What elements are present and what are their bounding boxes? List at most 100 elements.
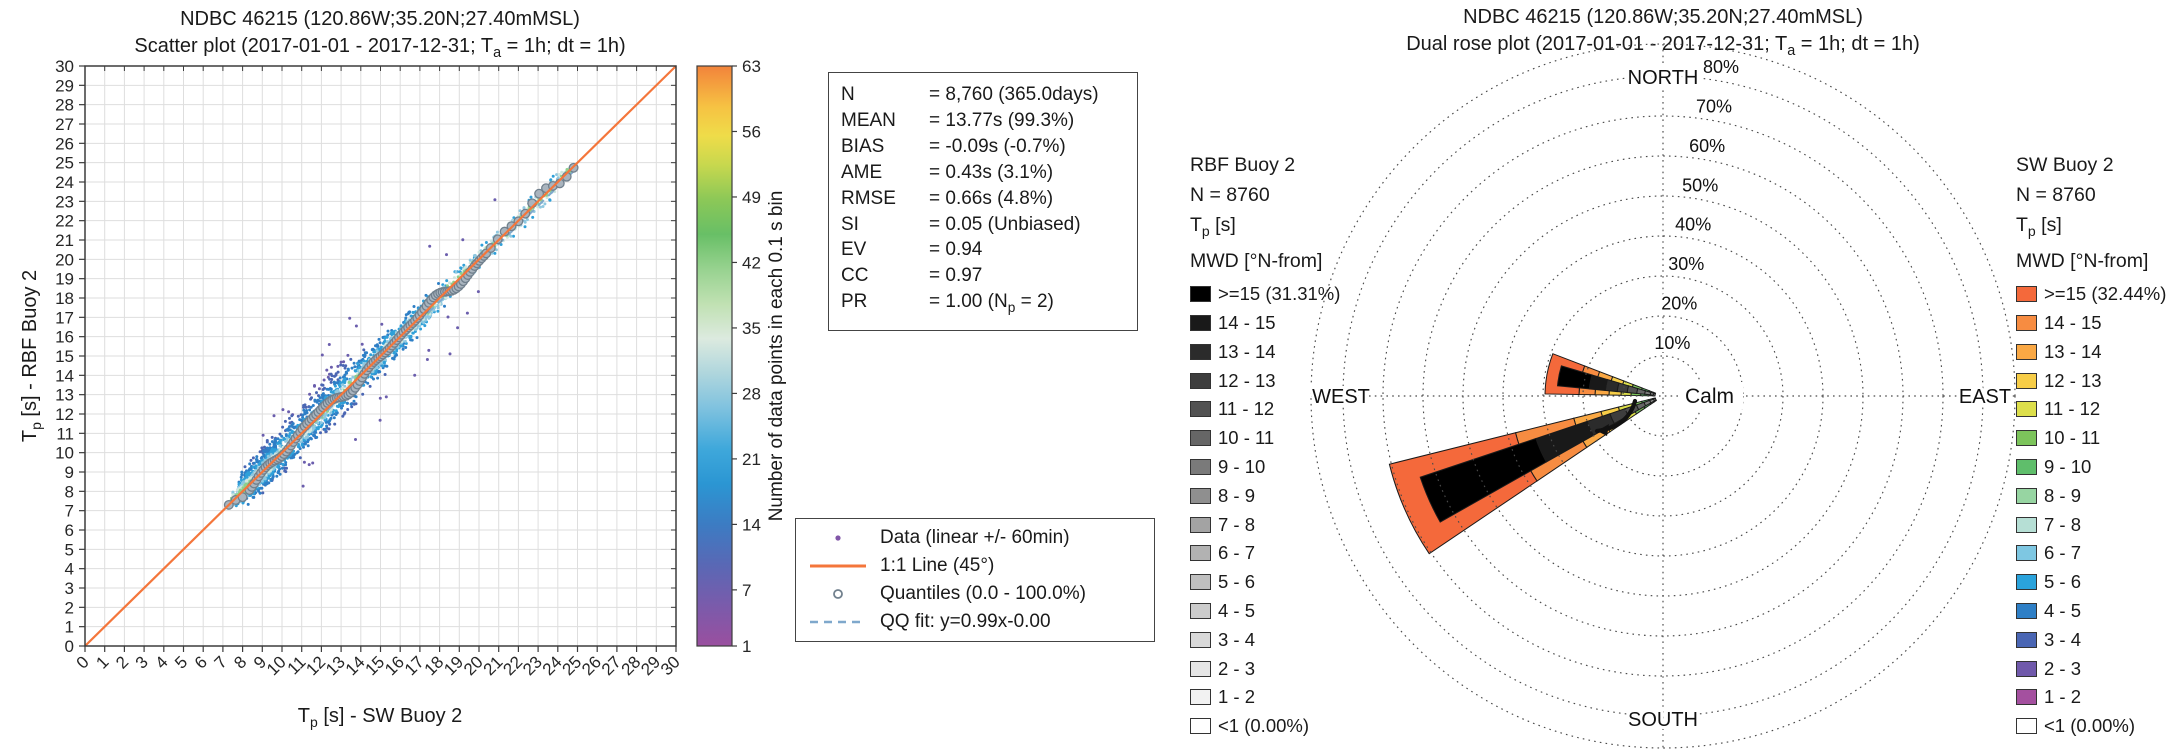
- scatter-title-line2: Scatter plot (2017-01-01 - 2017-12-31; T…: [134, 35, 626, 61]
- legend-swatch: [2016, 459, 2037, 476]
- svg-text:2: 2: [65, 598, 74, 617]
- open-circle-marker-icon: [796, 586, 880, 602]
- rbf-legend-title: RBF Buoy 2: [1190, 154, 1296, 176]
- legend-label: 14 - 15: [2044, 312, 2102, 334]
- rose-legend-row: 14 - 15: [1190, 309, 1385, 338]
- cardinal-label: SOUTH: [1628, 709, 1698, 731]
- stat-value: = 1.00 (Np = 2): [929, 291, 1054, 316]
- rose-legend-row: 8 - 9: [1190, 481, 1385, 510]
- rose-legend-row: 12 - 13: [1190, 366, 1385, 395]
- cardinal-label: WEST: [1312, 386, 1370, 408]
- stat-value: = 13.77s (99.3%): [929, 109, 1075, 131]
- svg-text:28: 28: [55, 96, 74, 115]
- legend-swatch: [2016, 430, 2037, 447]
- svg-text:1: 1: [92, 652, 112, 672]
- sw-legend-rows: >=15 (32.44%) 14 - 15 13 - 14 12 - 13 11 - 1…: [2016, 280, 2175, 741]
- svg-text:2: 2: [112, 652, 132, 672]
- legend-swatch: [1190, 545, 1211, 562]
- legend-label: 6 - 7: [1218, 542, 1256, 564]
- legend-label: 3 - 4: [2044, 628, 2082, 650]
- sw-legend-tp: Tp [s]: [2016, 214, 2062, 239]
- svg-text:15: 15: [55, 347, 74, 366]
- stat-value: = 0.05 (Unbiased): [929, 213, 1081, 235]
- legend-label: 3 - 4: [1218, 628, 1256, 650]
- legend-swatch: [1190, 459, 1211, 476]
- legend-label: 4 - 5: [1218, 600, 1256, 622]
- svg-text:8: 8: [65, 482, 74, 501]
- rose-legend-row: 3 - 4: [2016, 625, 2175, 654]
- legend-swatch: [1190, 689, 1211, 706]
- stat-label: CC: [841, 265, 869, 287]
- legend-label: <1 (0.00%): [2044, 715, 2136, 737]
- legend-label: 11 - 12: [1218, 398, 1275, 420]
- legend-row: Quantiles (0.0 - 100.0%): [796, 583, 1154, 605]
- legend-swatch: [2016, 487, 2037, 504]
- svg-text:63: 63: [742, 57, 761, 76]
- stat-label: N: [841, 84, 855, 105]
- stats-row: PR = 1.00 (Np = 2): [841, 289, 1125, 321]
- stats-row: RMSE = 0.66s (4.8%): [841, 186, 1125, 212]
- scatter-legend-rows: Data (linear +/- 60min) 1:1 Line (45°) Qua…: [796, 524, 1154, 636]
- rose-grid: [1310, 43, 2016, 749]
- legend-label: Data (linear +/- 60min): [880, 527, 1070, 548]
- svg-text:23: 23: [55, 192, 74, 211]
- legend-label: >=15 (31.31%): [1218, 283, 1341, 305]
- stat-value: = 0.43s (3.1%): [929, 161, 1054, 183]
- scatter-title-line1: NDBC 46215 (120.86W;35.20N;27.40mMSL): [180, 8, 580, 30]
- legend-label: 4 - 5: [2044, 600, 2082, 622]
- rose-legend-row: <1 (0.00%): [1190, 712, 1385, 741]
- svg-text:4: 4: [65, 560, 74, 579]
- stat-label: MEAN: [841, 109, 896, 131]
- legend-label: 7 - 8: [1218, 513, 1256, 535]
- svg-text:13: 13: [55, 386, 74, 405]
- scatter-title: NDBC 46215 (120.86W;35.20N;27.40mMSL) Sc…: [25, 6, 735, 67]
- rose-legend-row: 12 - 13: [2016, 366, 2175, 395]
- legend-label: 1 - 2: [2044, 686, 2082, 708]
- legend-swatch: [2016, 286, 2037, 303]
- rose-legend-row: 10 - 11: [2016, 424, 2175, 453]
- legend-swatch: [1190, 603, 1211, 620]
- svg-text:30: 30: [657, 652, 684, 679]
- legend-row: 1:1 Line (45°): [796, 555, 1154, 577]
- legend-label: 10 - 11: [2044, 427, 2101, 449]
- rose-legend-row: 9 - 10: [1190, 453, 1385, 482]
- stat-label: SI: [841, 213, 859, 235]
- rose-petal-segment: [1556, 365, 1593, 390]
- legend-swatch: [1190, 286, 1211, 303]
- rose-legend-row: 14 - 15: [2016, 309, 2175, 338]
- svg-text:1: 1: [742, 637, 751, 656]
- legend-swatch: [1190, 430, 1211, 447]
- stats-rows: N = 8,760 (365.0days) MEAN = 13.77s (99.3%)…: [841, 82, 1125, 321]
- legend-label: 9 - 10: [2044, 456, 2092, 478]
- legend-swatch: [1190, 343, 1211, 360]
- cardinal-label: EAST: [1959, 386, 2011, 408]
- rose-legend-row: 6 - 7: [2016, 539, 2175, 568]
- legend-swatch: [2016, 689, 2037, 706]
- svg-text:5: 5: [65, 540, 74, 559]
- rose-legend-row: 5 - 6: [2016, 568, 2175, 597]
- stat-value: = 8,760 (365.0days): [929, 84, 1099, 105]
- legend-swatch: [1190, 718, 1211, 735]
- svg-text:28: 28: [742, 384, 761, 403]
- rbf-legend-mwd: MWD [°N-from]: [1190, 249, 1323, 272]
- legend-swatch: [2016, 603, 2037, 620]
- dashed-line-marker-icon: [796, 614, 880, 630]
- rose-legend-row: 5 - 6: [1190, 568, 1385, 597]
- colorbar-label: Number of data points in each 0.1 s bin: [766, 191, 787, 522]
- legend-row: Data (linear +/- 60min): [796, 527, 1154, 549]
- legend-label: 5 - 6: [1218, 571, 1256, 593]
- scatter-axes: 0011223344556677889910101111121213131414…: [20, 57, 684, 730]
- legend-row: QQ fit: y=0.99x-0.00: [796, 611, 1154, 633]
- legend-swatch: [1190, 487, 1211, 504]
- rose-legend-row: 3 - 4: [1190, 625, 1385, 654]
- ring-percent-label: 60%: [1689, 136, 1725, 156]
- stat-value: = 0.66s (4.8%): [929, 187, 1054, 209]
- stats-row: BIAS = -0.09s (-0.7%): [841, 134, 1125, 160]
- svg-text:5: 5: [171, 652, 191, 672]
- svg-text:8: 8: [230, 652, 250, 672]
- stats-row: N = 8,760 (365.0days): [841, 82, 1125, 108]
- rose-legend-row: <1 (0.00%): [2016, 712, 2175, 741]
- svg-text:30: 30: [55, 57, 74, 76]
- legend-swatch: [2016, 631, 2037, 648]
- svg-text:26: 26: [55, 134, 74, 153]
